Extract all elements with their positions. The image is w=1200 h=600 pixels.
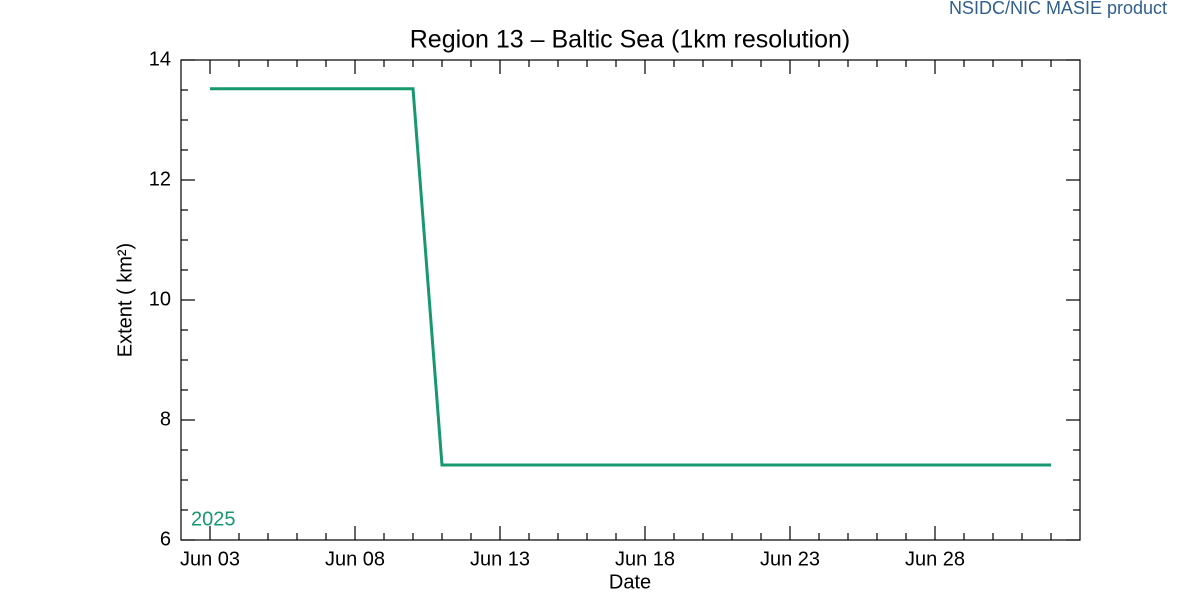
y-tick-label: 14 [149,48,171,70]
chart-title: Region 13 – Baltic Sea (1km resolution) [410,26,851,54]
x-tick-label: Jun 13 [470,548,530,570]
y-tick-label: 6 [160,528,171,550]
y-axis-label: Extent ( km²) [114,243,136,357]
x-tick-label: Jun 28 [905,548,965,570]
series-line [210,87,1051,467]
y-tick-label: 10 [149,288,171,310]
y-tick-label: 8 [160,408,171,430]
x-tick-label: Jun 08 [325,548,385,570]
credit: NSIDC/NIC MASIE product [949,0,1167,18]
x-tick-label: Jun 03 [180,548,240,570]
y-tick-label: 12 [149,168,171,190]
legend-entry: 2025 [191,508,236,530]
x-axis-label: Date [609,571,651,593]
x-tick-label: Jun 18 [615,548,675,570]
x-tick-label: Jun 23 [760,548,820,570]
